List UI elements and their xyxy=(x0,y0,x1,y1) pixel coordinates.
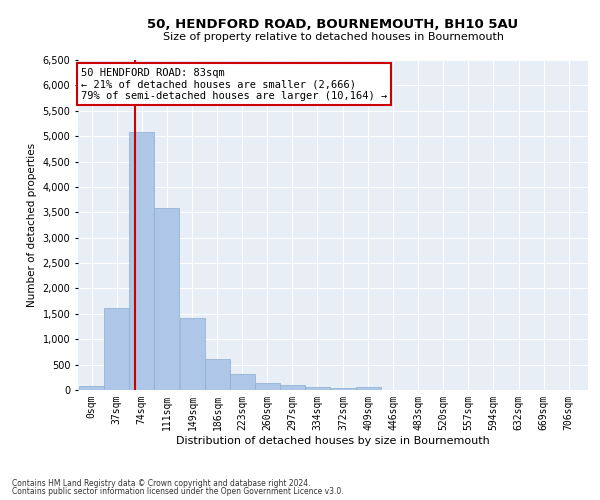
Bar xyxy=(180,318,205,390)
Bar xyxy=(305,387,330,390)
Bar xyxy=(104,308,130,390)
Bar xyxy=(79,386,104,390)
Bar xyxy=(280,386,305,390)
Text: 50, HENDFORD ROAD, BOURNEMOUTH, BH10 5AU: 50, HENDFORD ROAD, BOURNEMOUTH, BH10 5AU xyxy=(148,18,518,30)
Bar xyxy=(230,374,255,390)
Text: Contains HM Land Registry data © Crown copyright and database right 2024.: Contains HM Land Registry data © Crown c… xyxy=(12,478,311,488)
Text: 50 HENDFORD ROAD: 83sqm
← 21% of detached houses are smaller (2,666)
79% of semi: 50 HENDFORD ROAD: 83sqm ← 21% of detache… xyxy=(81,68,387,101)
Bar xyxy=(255,383,280,390)
Text: Contains public sector information licensed under the Open Government Licence v3: Contains public sector information licen… xyxy=(12,487,344,496)
Text: Size of property relative to detached houses in Bournemouth: Size of property relative to detached ho… xyxy=(163,32,503,42)
Bar xyxy=(205,358,230,390)
Bar xyxy=(331,388,356,390)
X-axis label: Distribution of detached houses by size in Bournemouth: Distribution of detached houses by size … xyxy=(176,436,490,446)
Bar xyxy=(130,132,154,390)
Bar xyxy=(356,387,380,390)
Bar xyxy=(154,208,179,390)
Y-axis label: Number of detached properties: Number of detached properties xyxy=(27,143,37,307)
